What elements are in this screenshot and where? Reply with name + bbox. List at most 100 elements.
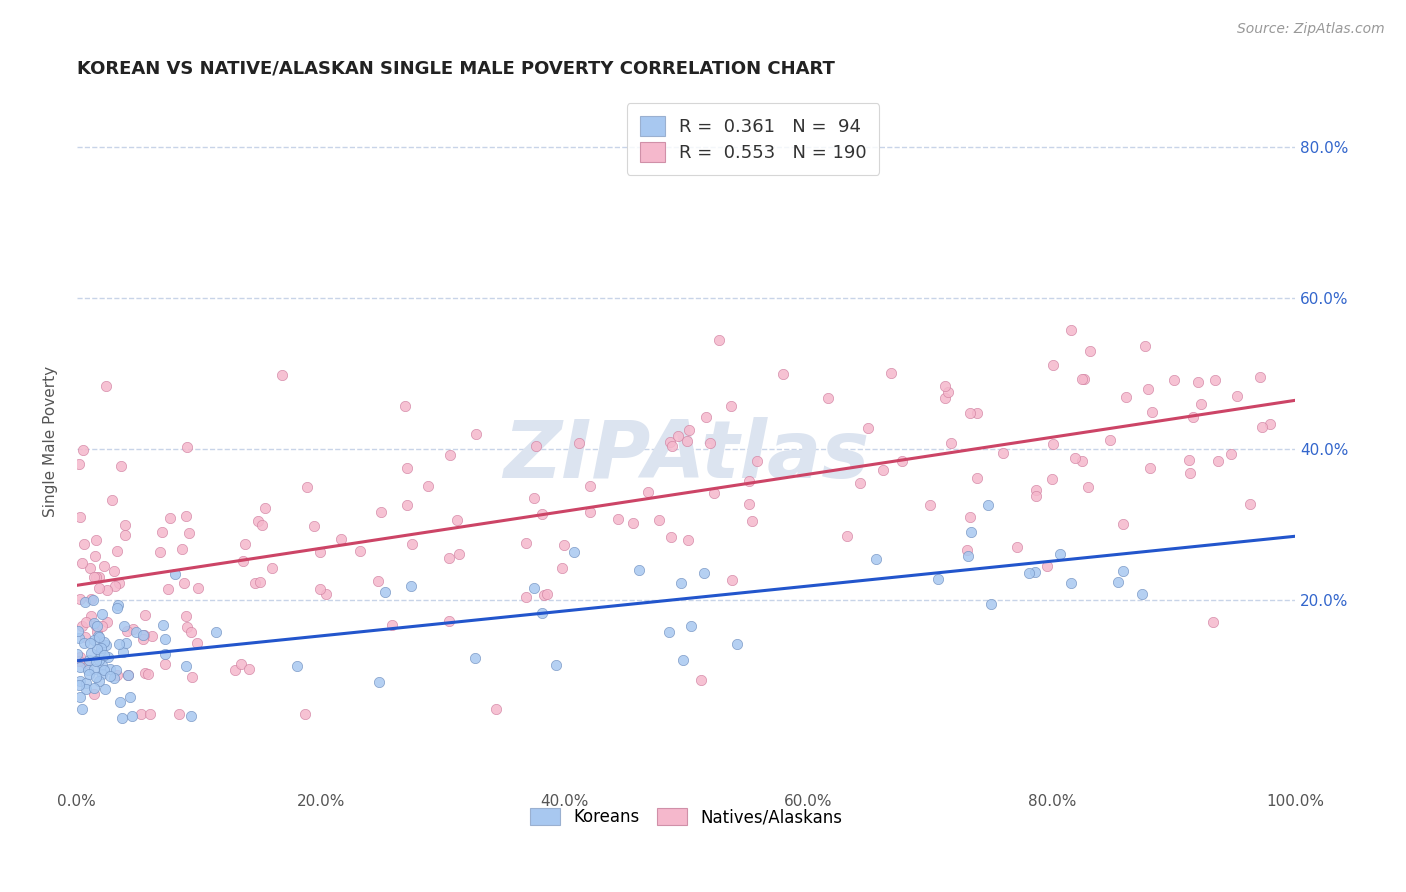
Point	[865, 552, 887, 566]
Point	[91, 607, 114, 622]
Point	[174, 608, 197, 623]
Point	[246, 514, 269, 528]
Point	[745, 454, 768, 468]
Point	[1042, 358, 1064, 372]
Point	[918, 498, 941, 512]
Point	[100, 662, 122, 676]
Point	[394, 399, 416, 413]
Point	[136, 667, 159, 681]
Point	[991, 446, 1014, 460]
Point	[562, 545, 585, 559]
Point	[1078, 344, 1101, 359]
Point	[69, 650, 91, 665]
Point	[115, 636, 138, 650]
Point	[551, 561, 574, 575]
Point	[253, 500, 276, 515]
Point	[67, 631, 90, 645]
Point	[70, 556, 93, 570]
Point	[966, 470, 988, 484]
Point	[627, 563, 650, 577]
Point	[678, 533, 700, 548]
Point	[111, 711, 134, 725]
Point	[1107, 574, 1129, 589]
Point	[1137, 382, 1160, 396]
Point	[231, 657, 253, 671]
Point	[75, 615, 97, 630]
Point	[94, 379, 117, 393]
Point	[105, 543, 128, 558]
Point	[70, 702, 93, 716]
Point	[835, 529, 858, 543]
Point	[523, 491, 546, 505]
Point	[91, 619, 114, 633]
Point	[966, 406, 988, 420]
Point	[1024, 565, 1046, 579]
Point	[1206, 454, 1229, 468]
Point	[648, 513, 671, 527]
Point	[243, 576, 266, 591]
Point	[1177, 453, 1199, 467]
Point	[157, 582, 180, 596]
Point	[1070, 372, 1092, 386]
Point	[79, 635, 101, 649]
Point	[152, 618, 174, 632]
Point	[176, 509, 198, 524]
Point	[439, 551, 461, 566]
Point	[89, 646, 111, 660]
Point	[368, 675, 391, 690]
Point	[523, 582, 546, 596]
Point	[122, 622, 145, 636]
Point	[1180, 466, 1202, 480]
Point	[94, 638, 117, 652]
Point	[69, 509, 91, 524]
Point	[1220, 447, 1243, 461]
Point	[659, 434, 682, 449]
Point	[1140, 404, 1163, 418]
Point	[446, 513, 468, 527]
Point	[75, 631, 97, 645]
Point	[94, 682, 117, 697]
Point	[186, 636, 208, 650]
Point	[72, 619, 94, 633]
Point	[87, 673, 110, 688]
Point	[83, 616, 105, 631]
Point	[121, 708, 143, 723]
Point	[1025, 489, 1047, 503]
Point	[367, 574, 389, 589]
Point	[1070, 454, 1092, 468]
Point	[108, 575, 131, 590]
Point	[1187, 375, 1209, 389]
Point	[1112, 564, 1135, 578]
Point	[187, 581, 209, 595]
Point	[177, 525, 200, 540]
Point	[1059, 575, 1081, 590]
Point	[880, 366, 903, 380]
Point	[170, 542, 193, 557]
Point	[672, 653, 695, 667]
Point	[578, 504, 600, 518]
Point	[271, 368, 294, 382]
Point	[959, 510, 981, 524]
Point	[681, 619, 703, 633]
Point	[1042, 437, 1064, 451]
Point	[79, 609, 101, 624]
Point	[86, 533, 108, 547]
Point	[546, 657, 568, 672]
Point	[153, 648, 176, 662]
Point	[1077, 479, 1099, 493]
Point	[163, 567, 186, 582]
Point	[741, 515, 763, 529]
Point	[89, 581, 111, 595]
Point	[676, 434, 699, 448]
Point	[401, 537, 423, 551]
Point	[67, 457, 90, 471]
Point	[105, 668, 128, 682]
Point	[75, 682, 97, 697]
Point	[84, 619, 107, 633]
Point	[661, 439, 683, 453]
Point	[90, 641, 112, 656]
Point	[89, 630, 111, 644]
Point	[87, 653, 110, 667]
Point	[262, 560, 284, 574]
Point	[1250, 419, 1272, 434]
